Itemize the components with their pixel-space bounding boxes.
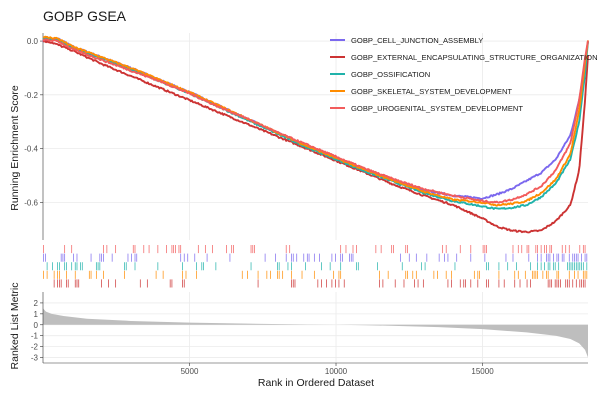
bottom-y-tick-label: 1 xyxy=(34,310,39,319)
x-tick-label: 15000 xyxy=(471,367,494,376)
x-axis-label: Rank in Ordered Dataset xyxy=(258,377,374,389)
top-y-axis-label: Running Enrichment Score xyxy=(9,85,21,211)
enrichment-score-panel: 0.0 -0.2 -0.4 -0.6 GOBP_CELL_JUNCTION_ASSEM… xyxy=(24,33,598,240)
x-tick-label: 10000 xyxy=(325,367,348,376)
ranked-metric-area xyxy=(43,308,588,358)
top-y-tick-label: -0.4 xyxy=(24,145,38,154)
legend-label: GOBP_CELL_JUNCTION_ASSEMBLY xyxy=(351,36,483,45)
top-y-ticks: 0.0 -0.2 -0.4 -0.6 xyxy=(24,37,43,207)
bottom-y-tick-label: -1 xyxy=(31,332,39,341)
chart-title: GOBP GSEA xyxy=(43,8,127,24)
legend-label: GOBP_UROGENITAL_SYSTEM_DEVELOPMENT xyxy=(351,104,523,113)
enrichment-curves xyxy=(42,35,589,234)
x-ticks: 5000 10000 15000 xyxy=(181,363,494,376)
bottom-y-tick-label: -2 xyxy=(31,343,39,352)
ranked-metric-panel: 2 1 0 -1 -2 -3 5000 10000 15000 xyxy=(31,292,588,376)
legend-label: GOBP_SKELETAL_SYSTEM_DEVELOPMENT xyxy=(351,87,512,96)
x-tick-label: 5000 xyxy=(181,367,199,376)
bottom-y-ticks: 2 1 0 -1 -2 -3 xyxy=(31,299,43,363)
gene-hit-barcodes xyxy=(43,245,588,288)
bottom-y-tick-label: 2 xyxy=(34,299,39,308)
top-y-tick-label: -0.6 xyxy=(24,198,38,207)
bottom-y-tick-label: 0 xyxy=(34,321,39,330)
es-curve xyxy=(42,35,589,207)
top-y-tick-label: 0.0 xyxy=(27,37,39,46)
legend: GOBP_CELL_JUNCTION_ASSEMBLY GOBP_EXTERNAL… xyxy=(330,36,598,113)
es-curve xyxy=(42,40,589,234)
es-curve xyxy=(42,37,589,200)
bottom-y-axis-label: Ranked List Metric xyxy=(9,283,21,370)
es-curve xyxy=(42,37,589,210)
bottom-y-tick-label: -3 xyxy=(31,354,39,363)
top-y-tick-label: -0.2 xyxy=(24,91,38,100)
legend-label: GOBP_OSSIFICATION xyxy=(351,70,430,79)
es-curve xyxy=(42,38,589,204)
legend-label: GOBP_EXTERNAL_ENCAPSULATING_STRUCTURE_OR… xyxy=(351,53,598,62)
